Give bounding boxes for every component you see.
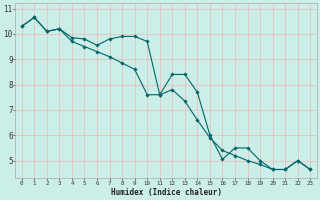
X-axis label: Humidex (Indice chaleur): Humidex (Indice chaleur) [110, 188, 221, 197]
